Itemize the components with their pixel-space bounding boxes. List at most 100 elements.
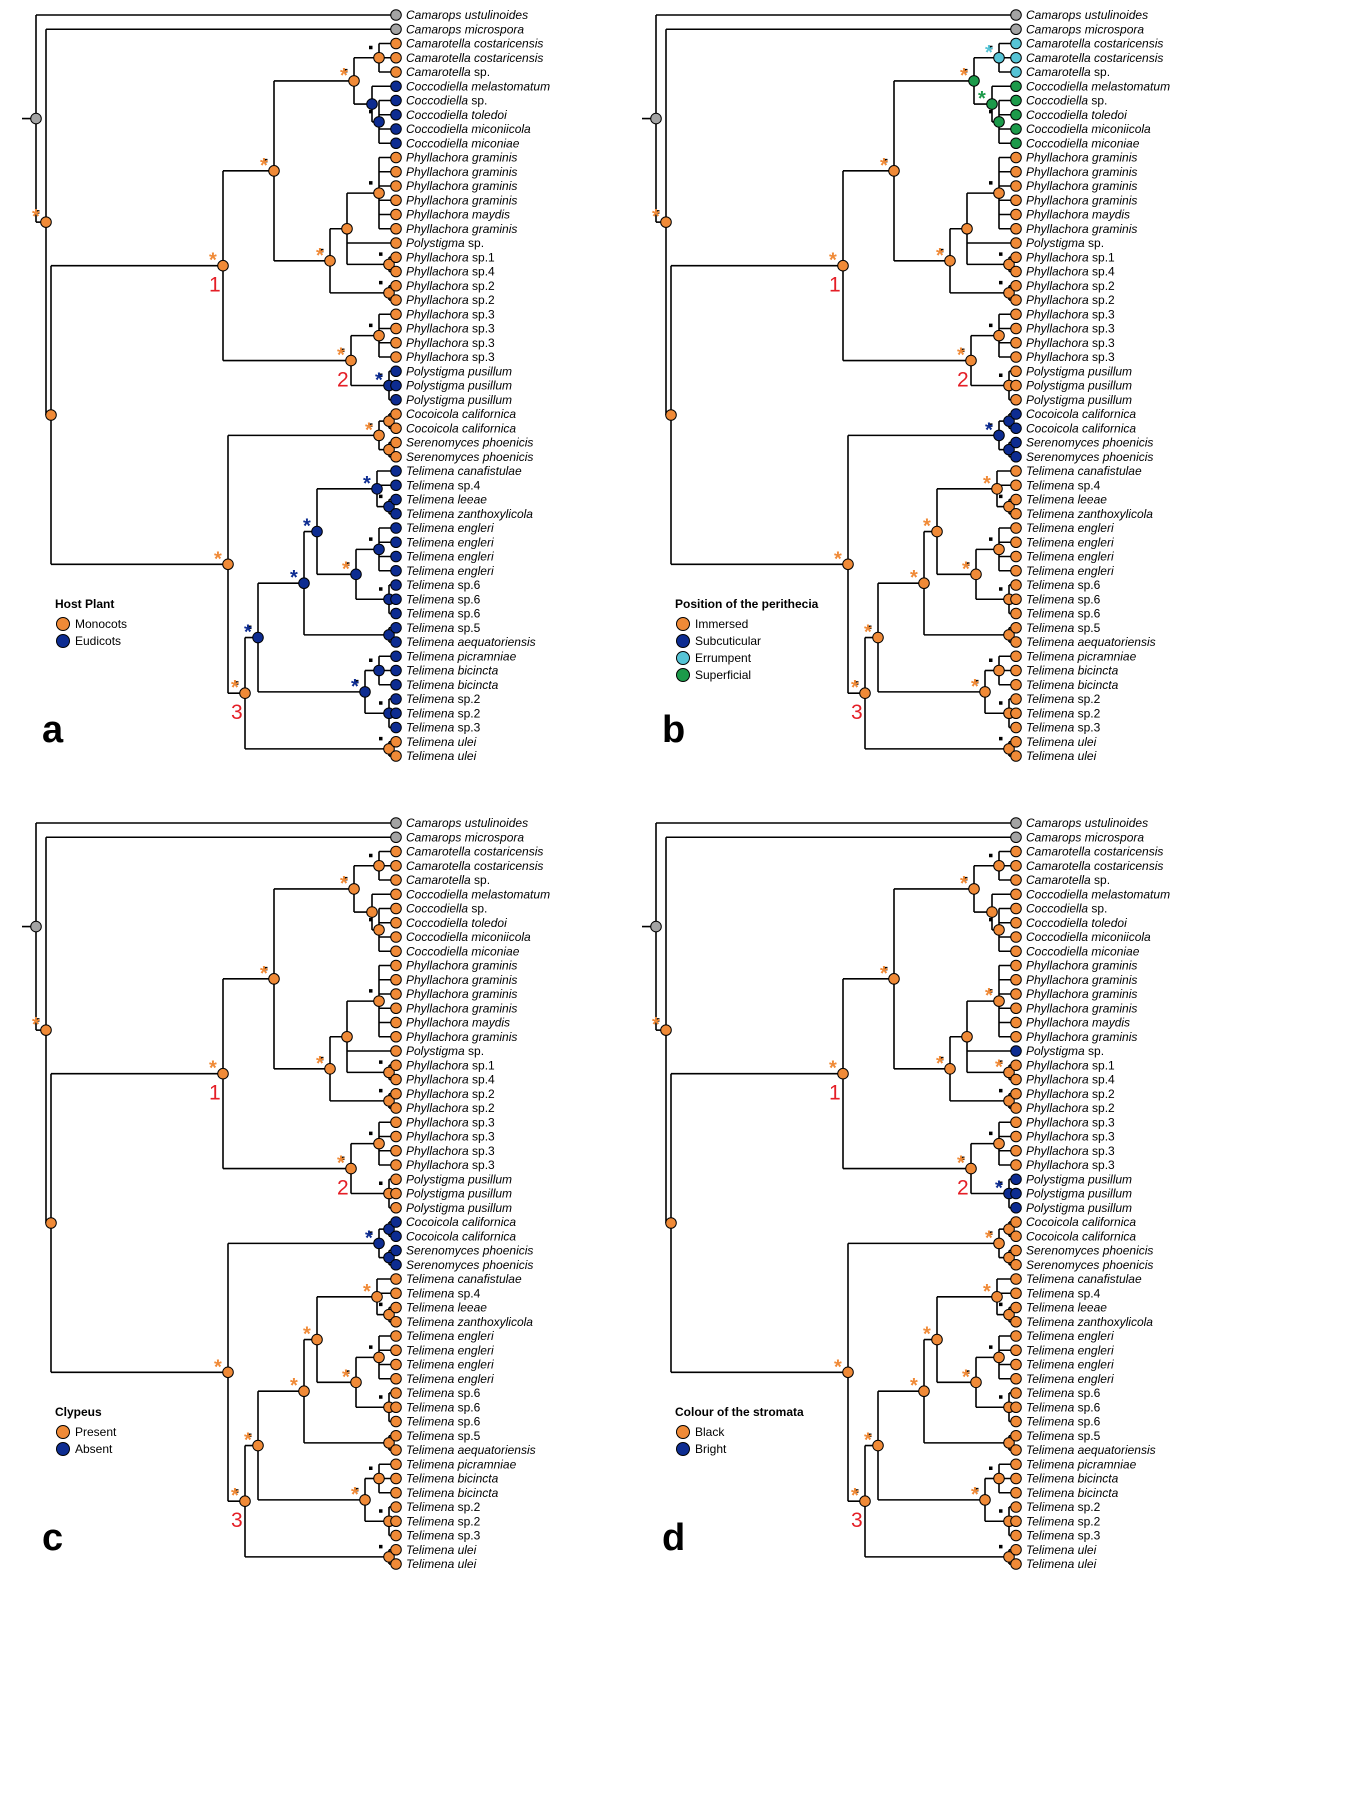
taxon-label: Telimena bicincta <box>1026 664 1119 678</box>
taxon-label: Coccodiella sp. <box>1026 902 1107 916</box>
node-state-camCoc <box>348 75 360 87</box>
node-state-coc <box>986 906 998 918</box>
taxon-label: Polystigma pusillum <box>1026 393 1132 407</box>
support-star: * <box>995 1178 1003 1200</box>
support-star: * <box>983 1281 991 1303</box>
tip-state <box>1010 222 1022 235</box>
tip-state <box>1010 1045 1022 1057</box>
tip-state <box>1010 108 1022 121</box>
taxon-label: Phyllachora graminis <box>406 973 517 987</box>
panel-letter: a <box>42 709 64 751</box>
support-star: * <box>880 155 888 177</box>
tip-state <box>1010 1387 1022 1399</box>
taxon-label: Polystigma sp. <box>406 236 484 250</box>
node-state-cocSer <box>373 1237 385 1250</box>
tip-state <box>1010 408 1022 420</box>
support-marker <box>999 1395 1003 1399</box>
tip-state <box>1010 1558 1022 1570</box>
support-marker <box>264 966 268 971</box>
tip-state <box>1010 1486 1022 1499</box>
support-marker <box>379 252 383 256</box>
node-state-cA <box>888 973 900 985</box>
node-state-c3in <box>872 1439 884 1452</box>
tip-state <box>390 336 402 349</box>
taxon-label: Phyllachora sp.1 <box>406 250 495 264</box>
support-marker <box>320 248 324 253</box>
tip-state <box>390 1187 402 1200</box>
legend-swatch <box>676 651 690 665</box>
tip-state <box>390 436 402 449</box>
taxon-label: Serenomyces phoenicis <box>1026 1258 1153 1272</box>
tip-state <box>390 1315 402 1328</box>
tip-state <box>1010 1543 1022 1556</box>
node-state-sp5 <box>383 1437 395 1449</box>
tip-state <box>1010 251 1022 264</box>
tip-state <box>390 1344 402 1357</box>
tip-state <box>1010 1073 1022 1086</box>
support-star: * <box>983 473 991 495</box>
tip-state <box>390 1002 402 1015</box>
node-state-c1 <box>837 259 849 272</box>
node-state-ulei <box>1003 743 1015 755</box>
support-marker <box>36 210 40 214</box>
taxon-label: Phyllachora maydis <box>1026 1016 1130 1030</box>
taxon-label: Phyllachora sp.3 <box>1026 1115 1115 1129</box>
support-marker <box>344 876 348 881</box>
clade-number: 3 <box>851 1509 863 1532</box>
tip-state <box>1010 151 1022 164</box>
node-state-t2 <box>311 1333 323 1346</box>
support-marker <box>975 1487 979 1492</box>
taxon-label: Telimena sp.6 <box>1026 578 1101 592</box>
taxon-label: Telimena ulei <box>1026 735 1097 749</box>
node-state-lee <box>1003 1308 1015 1321</box>
taxon-label: Polystigma pusillum <box>1026 1187 1132 1201</box>
tip-state <box>1010 1216 1022 1228</box>
taxon-label: Telimena sp.6 <box>1026 607 1101 621</box>
tip-state <box>1010 973 1022 986</box>
taxon-label: Polystigma pusillum <box>406 379 512 393</box>
taxon-label: Polystigma pusillum <box>406 364 512 378</box>
taxon-label: Telimena ulei <box>1026 749 1097 763</box>
tip-state <box>1010 37 1022 50</box>
tip-state <box>390 1016 402 1029</box>
taxon-label: Camarops microspora <box>1026 22 1144 36</box>
node-state-c2 <box>965 354 977 367</box>
tip-state <box>390 1529 402 1542</box>
tip-state <box>1010 1173 1022 1186</box>
taxon-label: Camarotella costaricensis <box>1026 37 1163 51</box>
taxon-label: Coccodiella melastomatum <box>406 79 550 93</box>
taxon-label: Phyllachora sp.2 <box>406 279 495 293</box>
taxon-label: Coccodiella miconiicola <box>406 930 531 944</box>
legend-label: Black <box>695 1425 725 1439</box>
node-state-c3outer <box>842 558 854 571</box>
taxon-label: Phyllachora sp.2 <box>406 1087 495 1101</box>
taxon-label: Telimena bicincta <box>406 1486 499 1500</box>
node-state-ulei <box>383 743 395 755</box>
taxon-label: Cocoicola californica <box>1026 1215 1136 1229</box>
panel-letter: d <box>662 1517 685 1559</box>
taxon-label: Telimena sp.5 <box>406 1429 481 1443</box>
tip-state <box>390 1159 402 1171</box>
support-marker <box>369 1231 373 1235</box>
node-state-c1 <box>217 259 229 272</box>
support-marker <box>264 158 268 163</box>
node-state-gram <box>993 995 1005 1007</box>
node-state-c3in <box>252 1439 264 1452</box>
taxon-label: Camarops ustulinoides <box>1026 8 1148 22</box>
tip-state <box>390 1458 402 1471</box>
support-marker <box>989 323 993 328</box>
support-marker <box>379 1395 383 1399</box>
support-star: * <box>209 1058 217 1080</box>
support-marker <box>369 181 373 185</box>
taxon-label: Telimena bicincta <box>1026 1472 1119 1486</box>
clade-number: 1 <box>209 1082 221 1105</box>
taxon-label: Cocoicola californica <box>1026 421 1136 435</box>
taxon-label: Telimena aequatoriensis <box>1026 635 1156 649</box>
tip-state <box>390 1444 402 1456</box>
tip-state <box>390 507 402 520</box>
support-star: * <box>342 1366 350 1388</box>
support-marker <box>320 1056 324 1061</box>
taxon-label: Camarops ustulinoides <box>1026 816 1148 830</box>
support-marker <box>855 681 859 685</box>
clade-number: 1 <box>829 274 841 297</box>
